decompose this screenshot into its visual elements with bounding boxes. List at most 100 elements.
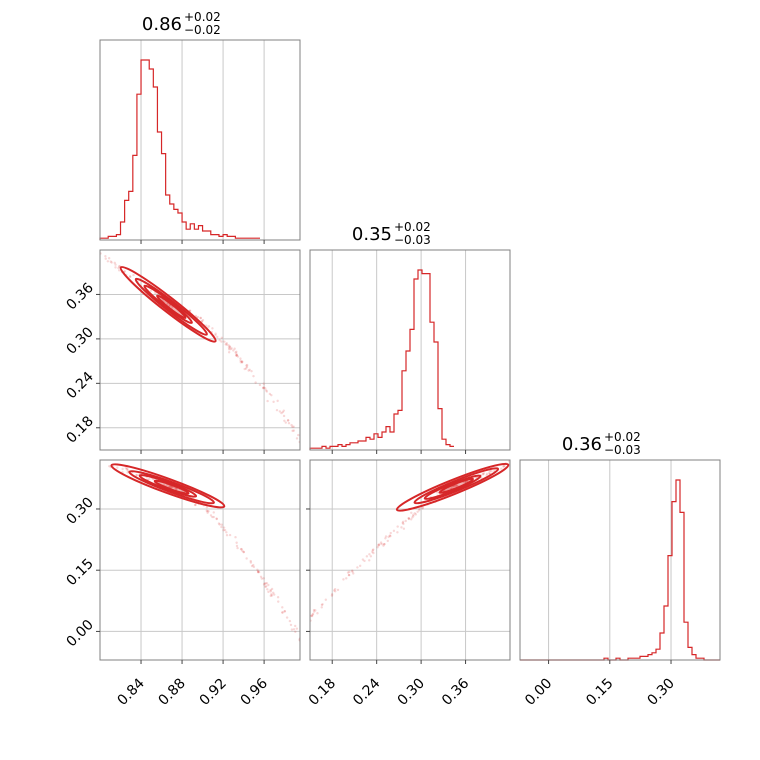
sample-point — [252, 563, 255, 567]
sample-point — [287, 422, 291, 425]
sample-point — [345, 577, 348, 580]
sample-point — [377, 544, 380, 547]
sample-point — [407, 517, 410, 520]
sample-point — [265, 581, 268, 585]
sample-point — [454, 484, 457, 488]
sample-point — [254, 381, 257, 384]
sample-point — [268, 392, 272, 396]
sample-point — [336, 588, 340, 592]
sample-point — [347, 573, 351, 577]
x-tick-label: 0.00 — [522, 675, 555, 708]
sample-point — [417, 509, 421, 512]
x-tick-label: 0.18 — [306, 675, 339, 708]
sample-point — [276, 596, 280, 599]
sample-point — [383, 542, 386, 546]
sample-point — [401, 521, 404, 525]
sample-point — [264, 582, 267, 585]
sample-point — [126, 467, 129, 470]
sample-point — [270, 594, 274, 597]
sample-point — [220, 523, 223, 526]
sample-point — [413, 512, 416, 515]
sample-point — [248, 368, 251, 371]
sample-point — [372, 551, 375, 555]
sample-point — [216, 335, 219, 339]
sample-point — [250, 369, 253, 373]
sample-point — [118, 265, 121, 268]
sample-point — [245, 364, 248, 367]
contour-level — [438, 477, 475, 494]
sample-point — [356, 566, 359, 569]
sample-point — [392, 529, 396, 533]
sample-point — [247, 369, 250, 372]
sample-point — [330, 594, 334, 597]
sample-point — [281, 611, 284, 614]
histogram-1 — [99, 59, 260, 240]
hist-panel-3: 0.36 +0.02−0.03 — [519, 430, 721, 661]
sample-point — [220, 340, 223, 343]
sample-point — [220, 525, 223, 529]
sample-point — [290, 628, 294, 631]
scatter-panel-2: 0.00 0.15 0.30 — [64, 459, 301, 664]
contour-level — [119, 265, 217, 343]
sample-point — [312, 608, 316, 612]
sample-point — [294, 630, 297, 634]
title-upper-error: +0.02 — [604, 430, 641, 444]
sample-point — [211, 515, 214, 519]
sample-point — [333, 588, 337, 591]
sample-point — [235, 353, 239, 357]
sample-point — [126, 469, 130, 472]
contour-level — [423, 474, 482, 500]
sample-point — [205, 505, 209, 509]
sample-point — [282, 409, 286, 412]
sample-point — [272, 591, 275, 594]
sample-point — [502, 465, 505, 468]
sample-point — [262, 577, 265, 580]
contour-level — [413, 467, 500, 505]
sample-point — [511, 458, 513, 460]
sample-point — [352, 572, 355, 575]
sample-point — [294, 624, 297, 628]
sample-point — [389, 531, 392, 535]
sample-point — [270, 587, 274, 591]
sample-point — [320, 606, 323, 609]
sample-point — [222, 528, 225, 532]
sample-point — [224, 343, 227, 346]
sample-point — [214, 333, 217, 337]
sample-point — [234, 351, 237, 354]
sample-point — [412, 513, 415, 517]
sample-point — [266, 588, 269, 591]
sample-point — [107, 257, 111, 260]
sample-point — [481, 473, 485, 476]
sample-point — [220, 336, 224, 340]
sample-point — [135, 473, 138, 477]
sample-point — [402, 527, 406, 530]
sample-point — [206, 510, 209, 513]
title-upper-error: +0.02 — [394, 220, 431, 234]
sample-point — [229, 347, 232, 351]
sample-point — [407, 517, 411, 521]
sample-point — [281, 410, 284, 414]
sample-point — [485, 472, 489, 476]
histogram-3 — [520, 479, 720, 661]
sample-point — [240, 361, 244, 364]
sample-point — [225, 531, 228, 534]
scatter-panel-3 — [306, 458, 513, 664]
sample-point — [250, 564, 254, 568]
hist-frame — [309, 249, 511, 451]
sample-point — [379, 541, 383, 544]
contour-level — [156, 294, 187, 320]
sample-point — [228, 345, 231, 348]
sample-point — [389, 534, 392, 538]
x-tick-label: 0.96 — [238, 675, 271, 708]
sample-point — [286, 419, 290, 422]
sample-point — [116, 466, 119, 469]
sample-point — [266, 399, 269, 403]
sample-point — [404, 519, 407, 523]
sample-point — [320, 603, 324, 607]
sample-point — [235, 544, 239, 548]
sample-point — [351, 569, 354, 572]
sample-point — [215, 517, 219, 521]
sample-point — [368, 553, 371, 556]
sample-point — [174, 487, 178, 490]
x-tick-label: 0.88 — [156, 675, 189, 708]
